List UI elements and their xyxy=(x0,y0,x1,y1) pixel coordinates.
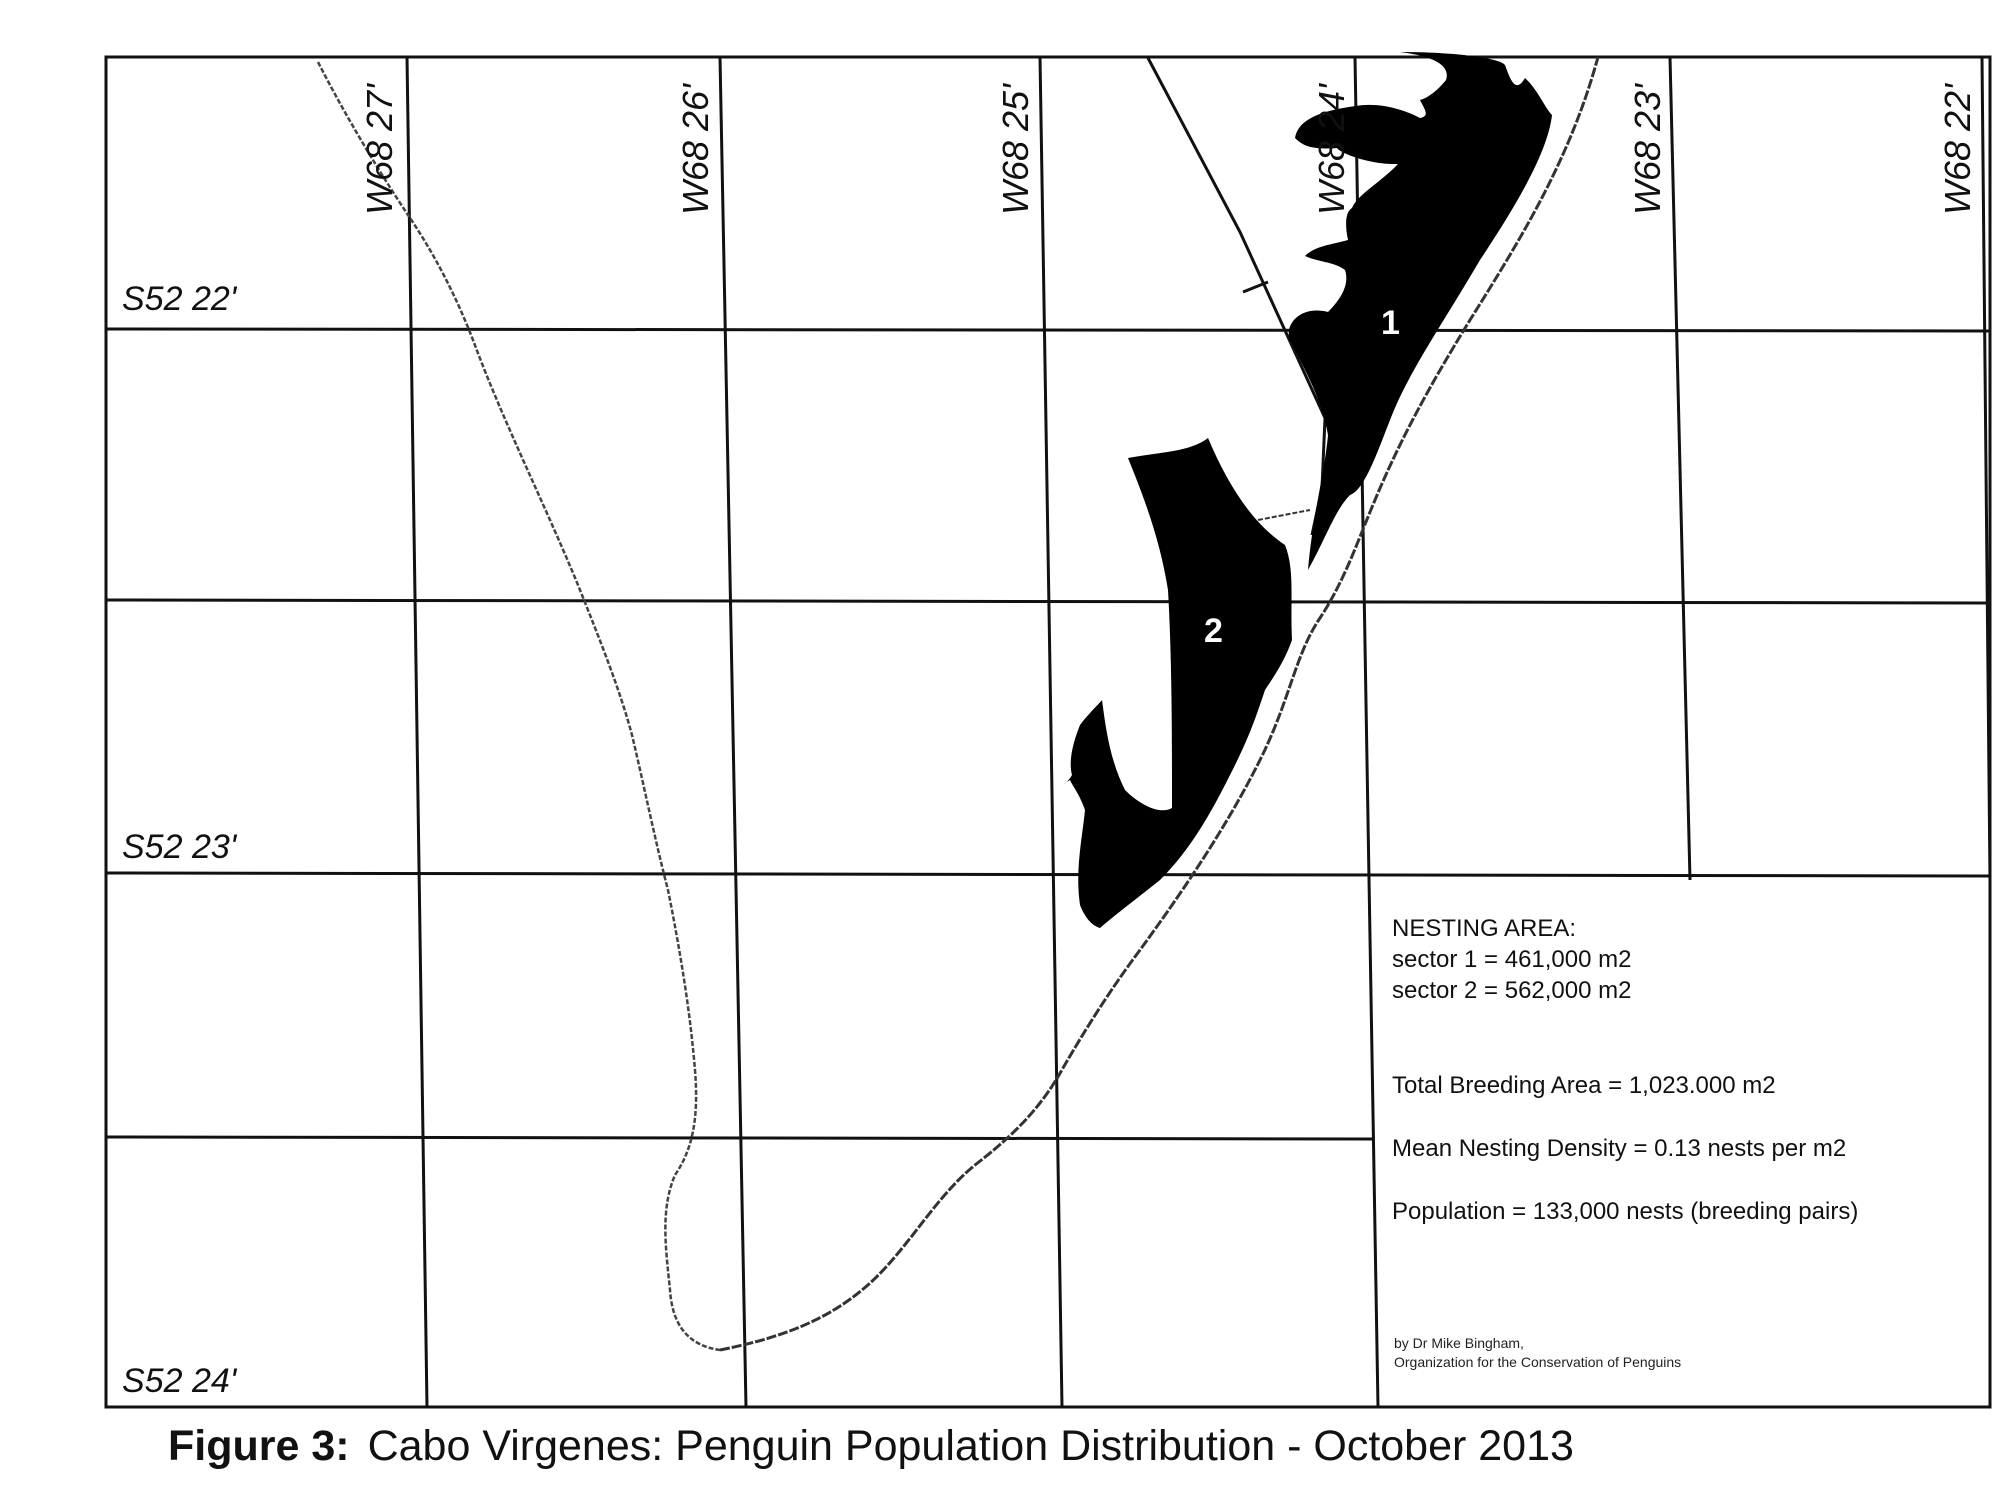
grid-line-row-4 xyxy=(105,1135,1374,1141)
credit-organization: Organization for the Conservation of Pen… xyxy=(1394,1354,1682,1370)
credit-author: by Dr Mike Bingham, xyxy=(1394,1335,1524,1351)
longitude-labels: W68 27' W68 26' W68 25' W68 24' W68 23' … xyxy=(359,83,1978,215)
longitude-label-w68-26: W68 26' xyxy=(675,83,716,215)
grid-line-row-2 xyxy=(105,598,1991,605)
latitude-label-s52-24: S52 24' xyxy=(122,1362,238,1400)
grid-line-w68-22 xyxy=(1980,56,1992,881)
legend-population: Population = 133,000 nests (breeding pai… xyxy=(1392,1198,1859,1225)
longitude-label-w68-27: W68 27' xyxy=(359,83,400,215)
latitude-label-s52-22: S52 22' xyxy=(122,280,238,318)
legend-sector-1: sector 1 = 461,000 m2 xyxy=(1392,946,1632,973)
grid-line-w68-23 xyxy=(1668,56,1692,881)
legend-mean-nesting-density: Mean Nesting Density = 0.13 nests per m2 xyxy=(1392,1135,1847,1162)
latitude-labels: S52 22' S52 23' S52 24' xyxy=(122,280,238,1400)
grid-line-w68-25 xyxy=(1038,56,1064,1408)
grid-line-w68-26 xyxy=(718,56,748,1408)
legend-total-breeding-area: Total Breeding Area = 1,023.000 m2 xyxy=(1392,1072,1776,1099)
longitude-label-w68-23: W68 23' xyxy=(1627,83,1668,215)
side-track xyxy=(1257,509,1311,521)
legend-heading: NESTING AREA: xyxy=(1392,915,1577,942)
sector-2-nesting-area xyxy=(1064,438,1292,928)
longitude-label-w68-25: W68 25' xyxy=(995,83,1036,215)
figure-caption: Figure 3: Cabo Virgenes: Penguin Populati… xyxy=(168,1422,1574,1471)
nesting-area-legend: NESTING AREA: sector 1 = 461,000 m2 sect… xyxy=(1392,913,1972,1227)
legend-sector-2: sector 2 = 562,000 m2 xyxy=(1392,977,1632,1004)
coastline xyxy=(719,56,1600,1352)
sector-2-label: 2 xyxy=(1204,612,1223,650)
grid-line-w68-27 xyxy=(405,56,429,1408)
sector-1-nesting-area xyxy=(1288,52,1552,570)
figure-caption-text: Cabo Virgenes: Penguin Population Distri… xyxy=(367,1422,1574,1470)
road-tick xyxy=(1242,280,1269,294)
latitude-label-s52-23: S52 23' xyxy=(122,828,238,866)
map-credit: by Dr Mike Bingham, Organization for the… xyxy=(1394,1334,1681,1372)
latitude-grid xyxy=(105,327,1991,1141)
sector-1-label: 1 xyxy=(1381,304,1400,342)
grid-line-row-1 xyxy=(105,327,1991,333)
grid-line-row-3 xyxy=(105,871,1991,878)
inland-track xyxy=(316,61,721,1352)
longitude-label-w68-24: W68 24' xyxy=(1311,83,1352,215)
longitude-label-w68-22: W68 22' xyxy=(1937,83,1978,215)
figure-caption-label: Figure 3: xyxy=(168,1422,350,1470)
